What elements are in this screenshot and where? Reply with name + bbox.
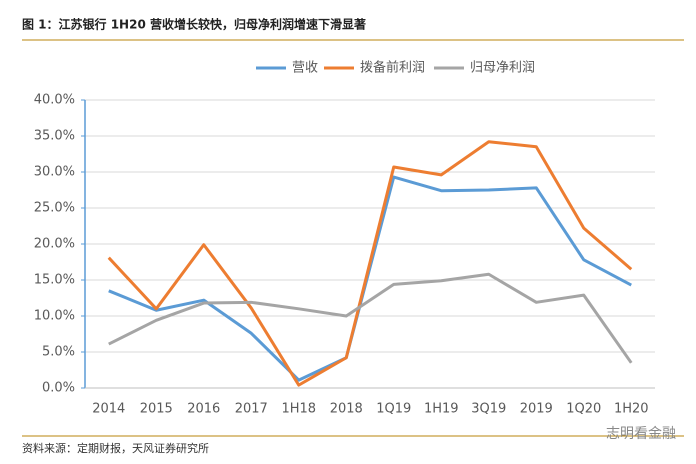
y-tick-label: 20.0%	[34, 237, 75, 252]
y-tick-label: 25.0%	[34, 201, 75, 216]
x-tick-label: 1H18	[281, 402, 316, 417]
series-line	[108, 175, 632, 382]
series-line	[108, 272, 633, 364]
x-tick-label: 1H20	[614, 402, 649, 417]
x-tick-label: 1Q20	[566, 402, 601, 417]
watermark: 志明看金融	[606, 426, 676, 442]
legend-label: 归母净利润	[470, 61, 535, 76]
x-tick-label: 2019	[520, 402, 553, 417]
legend-label: 拨备前利润	[360, 60, 425, 76]
y-tick-label: 10.0%	[34, 309, 75, 324]
y-tick-label: 30.0%	[34, 165, 75, 180]
y-tick-label: 15.0%	[34, 273, 75, 288]
x-tick-label: 2017	[235, 402, 268, 417]
x-tick-label: 2014	[92, 402, 125, 417]
x-tick-label: 3Q19	[471, 402, 506, 417]
y-tick-label: 35.0%	[34, 129, 75, 144]
x-tick-label: 1Q19	[376, 402, 411, 417]
y-tick-label: 0.0%	[42, 381, 75, 396]
y-tick-label: 5.0%	[42, 345, 75, 360]
x-tick-label: 2015	[140, 402, 173, 417]
y-tick-label: 40.0%	[34, 93, 75, 108]
series-line	[107, 140, 633, 387]
source: 资料来源：定期财报，天风证券研究所	[22, 441, 209, 455]
x-tick-label: 2016	[187, 402, 220, 417]
x-tick-label: 2018	[330, 402, 363, 417]
legend-label: 营收	[292, 61, 318, 76]
x-tick-label: 1H19	[424, 402, 459, 417]
chart-title: 图 1：江苏银行 1H20 营收增长较快，归母净利润增速下滑显著	[22, 17, 366, 32]
